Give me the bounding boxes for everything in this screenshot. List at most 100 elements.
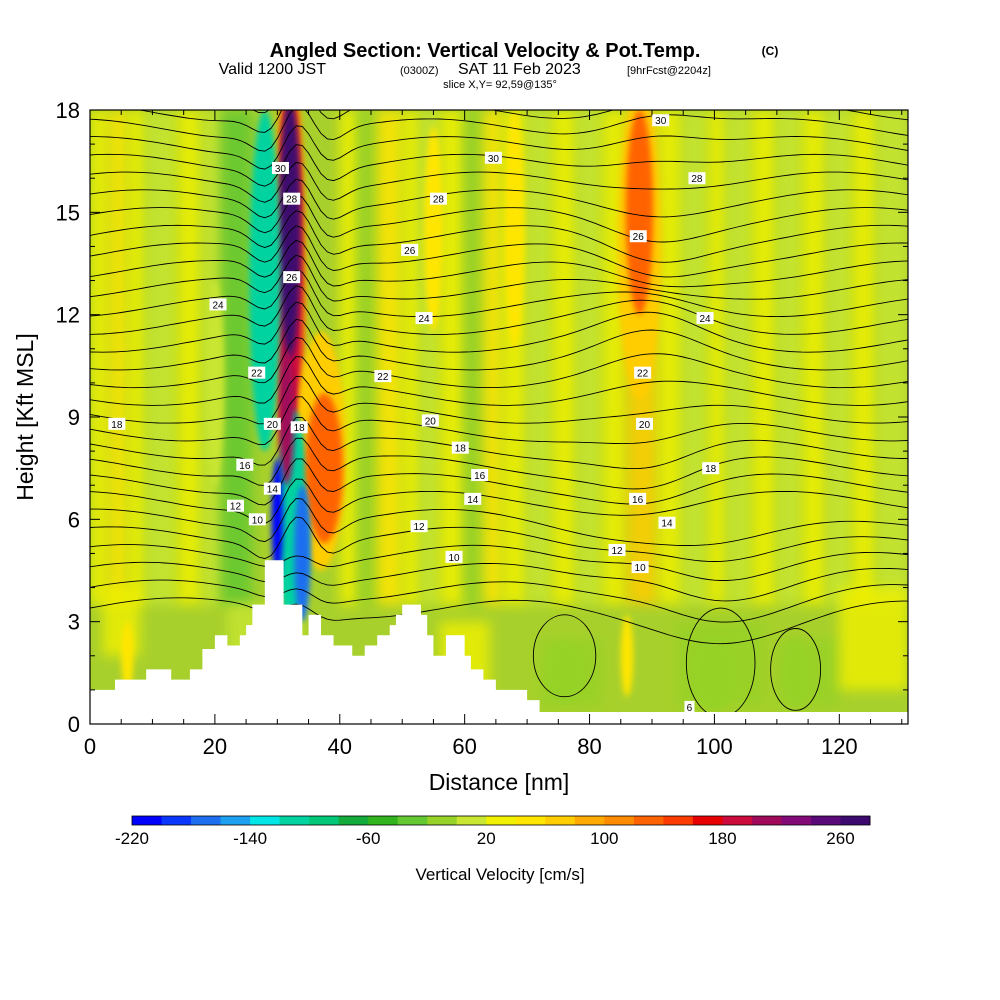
contour-label: 24 xyxy=(415,312,433,325)
isentrope-line xyxy=(90,579,908,623)
isentrope-line xyxy=(90,285,908,335)
colorbar-swatch xyxy=(309,816,340,825)
svg-text:28: 28 xyxy=(286,195,298,206)
contour-label: 20 xyxy=(635,417,653,431)
velocity-band xyxy=(708,110,727,605)
contour-label: 6 xyxy=(684,700,695,714)
contour-label: 30 xyxy=(652,114,670,127)
colorbar-tick-label: 100 xyxy=(590,829,618,848)
velocity-band xyxy=(358,110,378,605)
isentrope-line xyxy=(90,161,908,203)
x-tick: 60 xyxy=(452,110,477,759)
velocity-band xyxy=(177,110,203,605)
velocity-feature xyxy=(545,642,584,704)
colorbar-frame xyxy=(131,815,871,826)
velocity-band xyxy=(108,110,128,605)
svg-text:28: 28 xyxy=(691,174,703,185)
velocity-band xyxy=(776,110,802,605)
contour-label: 12 xyxy=(410,520,428,533)
colorbar-swatch xyxy=(220,816,251,825)
svg-text:30: 30 xyxy=(488,154,500,165)
svg-text:16: 16 xyxy=(239,461,251,472)
y-tick-label: 0 xyxy=(68,712,80,737)
y-tick-label: 3 xyxy=(68,610,80,635)
x-tick-label: 20 xyxy=(203,734,227,759)
contour-label: 22 xyxy=(634,366,652,380)
svg-text:10: 10 xyxy=(635,563,647,574)
x-tick-label: 0 xyxy=(84,734,96,759)
velocity-band xyxy=(377,110,403,605)
isentrope-line xyxy=(90,225,908,278)
low-level-contour xyxy=(770,628,822,711)
contour-label: 28 xyxy=(688,172,706,185)
y-tick: 6 xyxy=(68,507,908,532)
contour-label: 16 xyxy=(629,492,647,506)
slice-label: slice X,Y= 92,59@135° xyxy=(443,79,557,91)
velocity-feature xyxy=(121,621,134,690)
y-axis: 0 3 6 9 12 15 18 xyxy=(56,98,908,737)
contour-label: 12 xyxy=(608,544,626,557)
isentrope-line xyxy=(90,269,908,318)
colorbar-tick-label: -220 xyxy=(115,829,149,848)
isentrope-line xyxy=(90,597,908,645)
svg-text:20: 20 xyxy=(425,416,437,427)
svg-text:14: 14 xyxy=(267,485,279,496)
colorbar-swatch xyxy=(191,816,222,825)
colorbar-swatch xyxy=(810,816,841,825)
contour-label: 22 xyxy=(374,370,392,383)
x-tick: 40 xyxy=(328,110,352,759)
svg-text:16: 16 xyxy=(474,471,486,482)
contour-label: 28 xyxy=(429,192,447,206)
velocity-band xyxy=(801,110,827,605)
x-tick-label: 60 xyxy=(452,734,476,759)
svg-text:20: 20 xyxy=(639,420,651,431)
svg-text:18: 18 xyxy=(455,444,467,455)
colorbar-swatch xyxy=(722,816,753,825)
contour-label: 18 xyxy=(702,462,720,475)
isentrope-line xyxy=(90,194,908,243)
contour-label: 26 xyxy=(629,230,647,243)
colorbar-swatch xyxy=(279,816,310,825)
svg-text:14: 14 xyxy=(661,519,673,530)
velocity-band xyxy=(90,110,109,605)
svg-text:12: 12 xyxy=(230,502,242,513)
colorbar-tick-label: -140 xyxy=(233,829,267,848)
isentrope-line xyxy=(90,254,908,302)
svg-text:18: 18 xyxy=(294,423,306,434)
velocity-band xyxy=(851,110,877,605)
y-tick: 3 xyxy=(68,610,908,635)
y-tick-label: 12 xyxy=(56,303,80,328)
potential-temperature-contours xyxy=(90,110,908,718)
colorbar-swatch xyxy=(781,816,812,825)
colorbar-swatch xyxy=(486,816,517,825)
velocity-feature xyxy=(692,635,737,711)
contour-label: 28 xyxy=(283,192,301,206)
colorbar-swatch xyxy=(456,816,487,825)
velocity-feature xyxy=(424,127,443,332)
x-axis: 0 20 40 60 80 100 120 xyxy=(84,110,903,759)
svg-text:22: 22 xyxy=(377,372,389,383)
colorbar-swatch xyxy=(132,816,163,825)
colorbar-swatch xyxy=(161,816,192,825)
contour-label: 20 xyxy=(421,414,439,427)
colorbar-swatch xyxy=(751,816,782,825)
contour-label: 18 xyxy=(108,417,126,431)
velocity-feature xyxy=(305,393,343,544)
isentrope-line xyxy=(90,396,908,446)
contour-label: 26 xyxy=(283,271,301,284)
isentrope-line xyxy=(90,478,908,525)
y-tick: 18 xyxy=(56,98,908,123)
isentrope-line xyxy=(90,337,908,389)
colorbar-swatch xyxy=(692,816,723,825)
velocity-patch xyxy=(102,587,140,656)
chart-title: Angled Section: Vertical Velocity & Pot.… xyxy=(270,40,701,62)
velocity-feature xyxy=(249,110,281,452)
svg-text:12: 12 xyxy=(611,546,623,557)
x-tick-label: 40 xyxy=(328,734,352,759)
colorbar: -220 -140 -60 20 100 180 260 xyxy=(115,815,871,848)
svg-text:22: 22 xyxy=(637,369,649,380)
isentrope-line xyxy=(90,210,908,263)
colorbar-tick-label: 260 xyxy=(826,829,854,848)
